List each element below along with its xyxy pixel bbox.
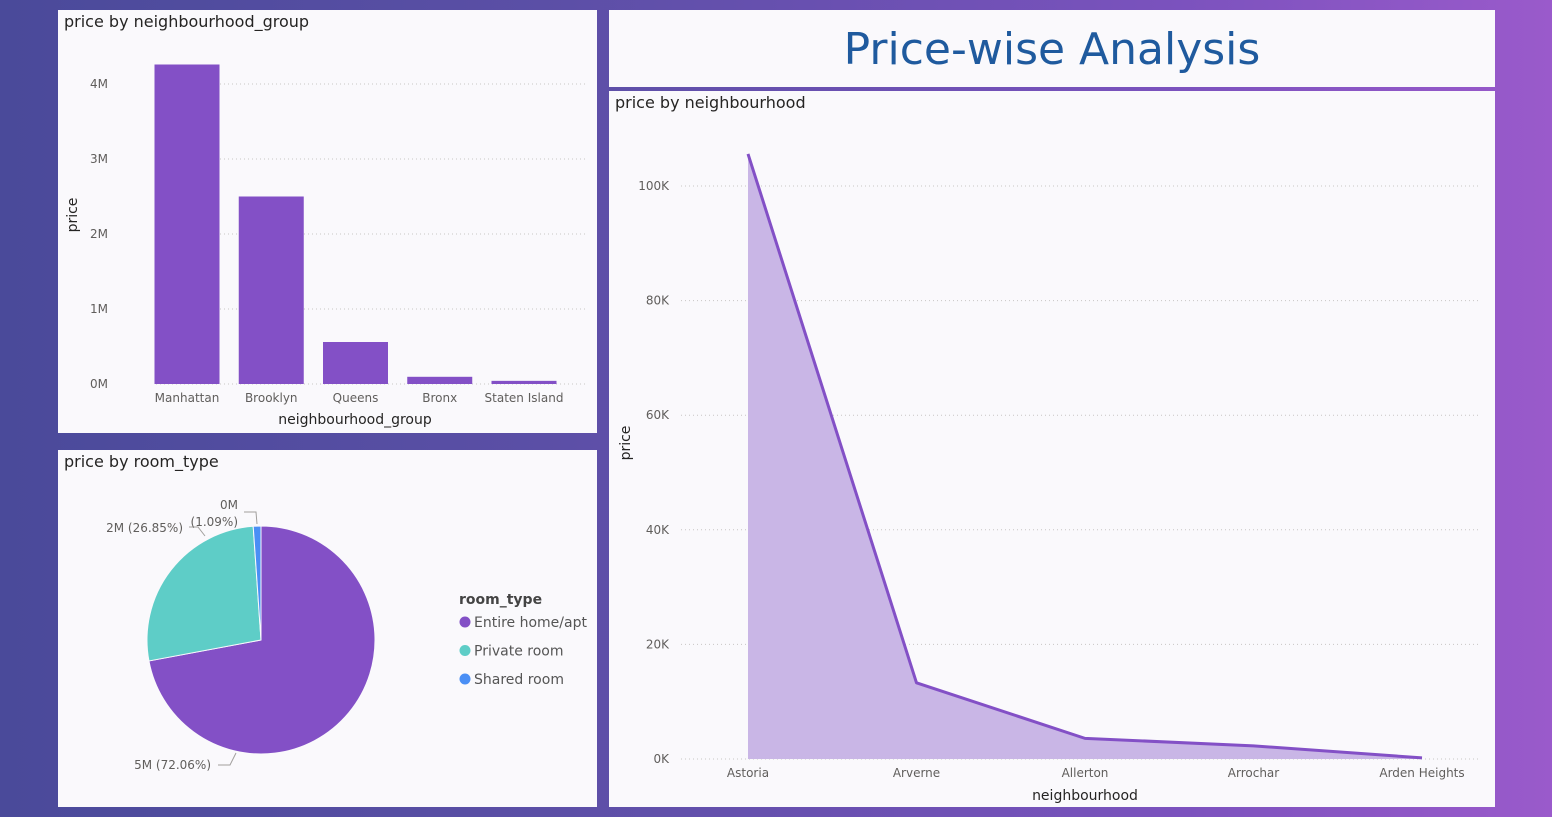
- area-y-tick-label: 60K: [646, 408, 670, 422]
- pie-leader-line: [189, 526, 206, 537]
- area-x-tick-label: Astoria: [727, 766, 769, 780]
- bar: [154, 64, 220, 384]
- pie-slice: [148, 525, 376, 755]
- area-fill: [748, 153, 1422, 760]
- area-x-tick-label: Arverne: [893, 766, 940, 780]
- pie-data-label: 2M (26.85%): [106, 521, 183, 535]
- pie-chart-title: price by room_type: [64, 452, 219, 471]
- bar-x-tick-label: Bronx: [422, 391, 457, 405]
- bar-chart-title: price by neighbourhood_group: [64, 12, 310, 31]
- area-chart: 0K 20K 40K 60K 80K 100K Astoria Arverne Allerton…: [618, 153, 1481, 804]
- area-chart-panel: price by neighbourhood 0K 20K 40K 60K 80K 100…: [609, 91, 1495, 807]
- area-y-tick-label: 100K: [638, 179, 670, 193]
- dashboard-title: Price-wise Analysis: [843, 24, 1261, 75]
- bar-x-tick-label: Staten Island: [485, 391, 564, 405]
- area-y-tick-label: 80K: [646, 294, 670, 308]
- legend-item-label: Shared room: [474, 672, 564, 688]
- bar-x-tick-label: Queens: [333, 391, 379, 405]
- bar-chart: 0M 1M 2M 3M 4M Manhattan Brooklyn Queens Bronx St…: [65, 64, 588, 428]
- bar-y-axis-title: price: [65, 198, 81, 233]
- bar-y-tick-label: 2M: [90, 227, 108, 241]
- pie-slice: [146, 525, 262, 662]
- legend-title: room_type: [459, 592, 542, 608]
- bar-y-tick-label: 4M: [90, 77, 108, 91]
- bar: [491, 380, 557, 384]
- title-panel: Price-wise Analysis: [609, 10, 1495, 87]
- legend-item-label: Entire home/apt: [474, 615, 587, 631]
- pie-leader-line: [218, 752, 237, 766]
- pie-chart-panel: price by room_type 5M (72.06%) 2M (26.85%…: [58, 450, 597, 807]
- bar-x-tick-label: Brooklyn: [245, 391, 298, 405]
- legend-marker: [459, 645, 471, 656]
- pie-slice: [252, 525, 262, 641]
- area-y-tick-label: 40K: [646, 523, 670, 537]
- area-y-tick-label: 20K: [646, 637, 670, 651]
- area-y-axis-title: price: [618, 426, 634, 461]
- area-x-tick-label: Arden Heights: [1379, 766, 1464, 780]
- area-x-tick-label: Arrochar: [1228, 766, 1280, 780]
- legend-item-label: Private room: [474, 644, 563, 660]
- bar-y-tick-label: 3M: [90, 152, 108, 166]
- bar: [323, 342, 388, 384]
- area-y-tick-label: 0K: [653, 752, 670, 766]
- area-x-tick-label: Allerton: [1062, 766, 1109, 780]
- legend-marker: [459, 616, 471, 628]
- legend-marker: [459, 673, 471, 685]
- pie-leader-line: [244, 511, 258, 525]
- bar-chart-panel: price by neighbourhood_group 0M 1M 2M 3M 4M M…: [58, 10, 597, 433]
- bar: [238, 196, 304, 384]
- bar: [407, 376, 473, 384]
- pie-data-label: (1.09%): [191, 515, 238, 529]
- pie-data-label: 0M: [220, 498, 238, 512]
- bar-y-tick-label: 1M: [90, 302, 108, 316]
- bar-x-tick-label: Manhattan: [155, 391, 220, 405]
- pie-data-label: 5M (72.06%): [134, 758, 211, 772]
- area-x-axis-title: neighbourhood: [1032, 788, 1138, 804]
- bar-x-axis-title: neighbourhood_group: [278, 412, 432, 428]
- bar-y-tick-label: 0M: [90, 377, 108, 391]
- pie-chart: 5M (72.06%) 2M (26.85%) 0M (1.09%) room_type…: [106, 498, 587, 772]
- area-chart-title: price by neighbourhood: [615, 93, 806, 112]
